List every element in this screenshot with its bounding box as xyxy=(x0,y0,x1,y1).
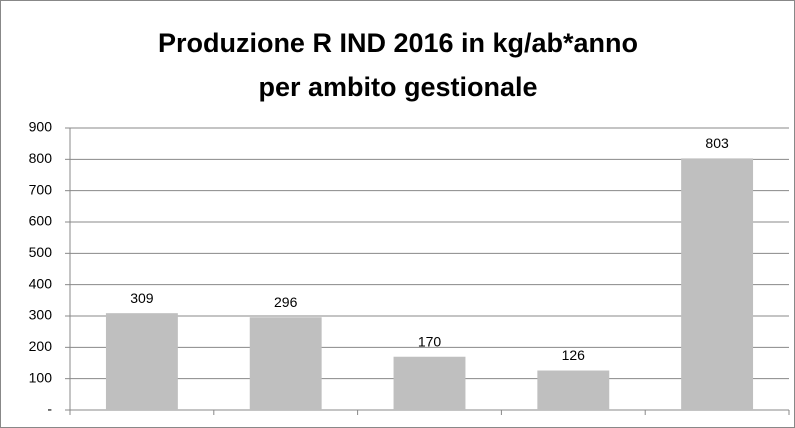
y-tick-label: 900 xyxy=(29,119,53,135)
bar xyxy=(249,317,322,410)
y-tick-label: 400 xyxy=(29,275,53,291)
bar xyxy=(681,158,754,410)
y-tick-label: 300 xyxy=(29,307,53,323)
bar xyxy=(537,370,610,410)
data-label: 126 xyxy=(562,347,586,363)
y-tick-label: 200 xyxy=(29,338,53,354)
chart-title: Produzione R IND 2016 in kg/ab*anno xyxy=(158,28,638,58)
y-tick-label: 700 xyxy=(29,181,53,197)
data-label: 296 xyxy=(274,294,298,310)
data-label: 170 xyxy=(418,333,442,349)
bar xyxy=(393,356,466,410)
data-label: 803 xyxy=(705,135,729,151)
bar xyxy=(105,313,178,410)
y-tick-label: 100 xyxy=(29,369,53,385)
data-label: 309 xyxy=(130,290,154,306)
chart-title: per ambito gestionale xyxy=(258,72,537,102)
y-tick-label: 800 xyxy=(29,150,53,166)
y-tick-label: - xyxy=(47,401,52,417)
y-tick-label: 500 xyxy=(29,244,53,260)
y-tick-label: 600 xyxy=(29,213,53,229)
